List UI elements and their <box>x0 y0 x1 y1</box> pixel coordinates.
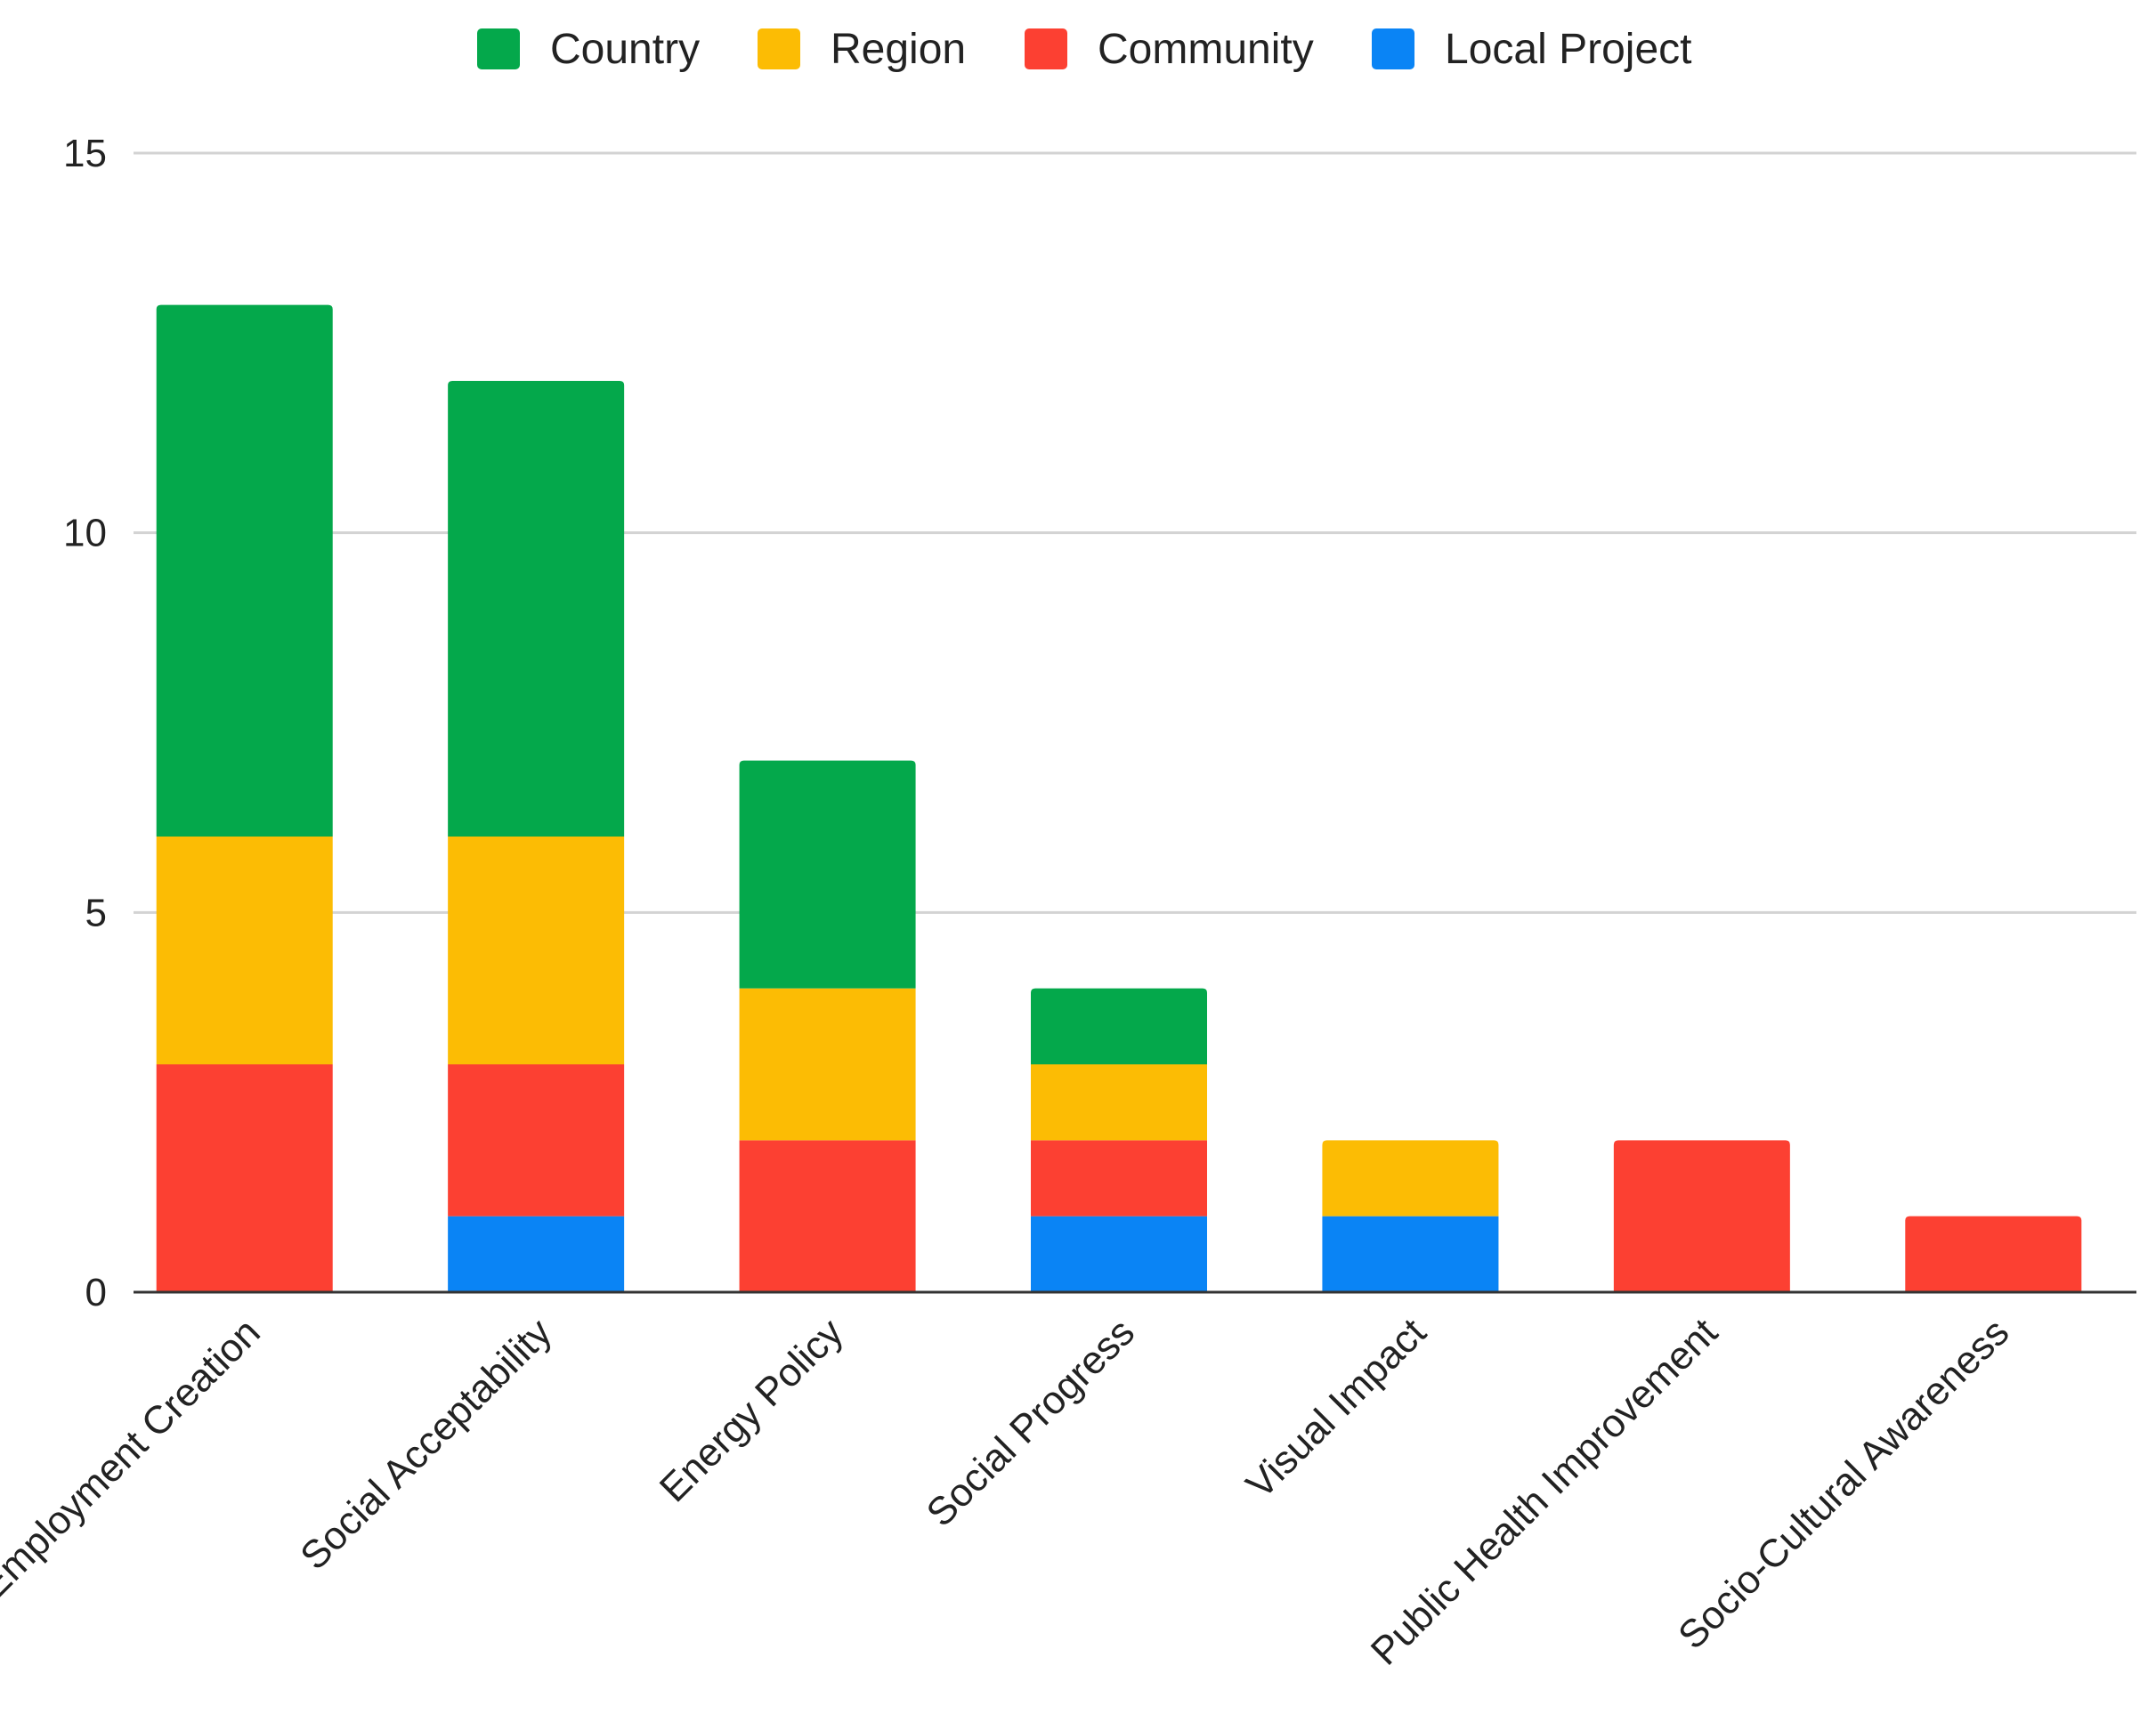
bar-social-acceptability-country <box>448 381 625 837</box>
bar-social-acceptability-local-project <box>448 1216 625 1292</box>
legend-label-country: Country <box>550 26 700 73</box>
bar-energy-policy-region <box>739 988 916 1141</box>
legend-swatch-community <box>1025 28 1067 69</box>
bar-visual-impact-local-project <box>1322 1216 1499 1292</box>
bar-public-health-improvement-community <box>1613 1140 1790 1292</box>
y-axis: 0 5 10 15 <box>63 132 107 1314</box>
bar-employment-creation-community <box>156 1064 333 1292</box>
x-tick-label: Visual Impact <box>1238 1310 1435 1507</box>
bar-social-acceptability-community <box>448 1064 625 1217</box>
legend-label-local-project: Local Project <box>1445 26 1691 73</box>
x-axis: Employment Creation Social Acceptability E… <box>0 1310 2017 1673</box>
x-tick-label: Social Progress <box>919 1310 1144 1535</box>
legend-label-region: Region <box>831 26 966 73</box>
bar-energy-policy-country <box>739 760 916 989</box>
bar-employment-creation-region <box>156 837 333 1064</box>
gridlines <box>134 151 2136 914</box>
x-tick-label: Energy Policy <box>652 1310 852 1510</box>
legend: Country Region Community Local Project <box>477 26 1691 73</box>
x-tick-label: Socio-Cultural Awareness <box>1670 1310 2017 1657</box>
bar-social-acceptability-region <box>448 837 625 1064</box>
x-tick-label: Employment Creation <box>0 1310 269 1607</box>
x-tick-label: Public Health Improvement <box>1363 1310 1726 1673</box>
legend-swatch-region <box>758 28 800 69</box>
bars <box>156 304 2082 1292</box>
bar-social-progress-country <box>1031 988 1207 1064</box>
x-tick-label: Social Acceptability <box>292 1310 560 1578</box>
bar-socio-cultural-awareness-community <box>1905 1216 2082 1292</box>
legend-swatch-country <box>477 28 520 69</box>
y-tick-label: 10 <box>63 512 107 555</box>
y-tick-label: 5 <box>85 891 107 934</box>
bar-employment-creation-country <box>156 304 333 837</box>
bar-social-progress-region <box>1031 1064 1207 1141</box>
legend-label-community: Community <box>1098 26 1314 73</box>
y-tick-label: 15 <box>63 132 107 175</box>
bar-energy-policy-community <box>739 1140 916 1292</box>
bar-visual-impact-region <box>1322 1140 1499 1217</box>
y-tick-label: 0 <box>85 1271 107 1314</box>
legend-swatch-local-project <box>1372 28 1414 69</box>
bar-social-progress-community <box>1031 1140 1207 1217</box>
bar-social-progress-local-project <box>1031 1216 1207 1292</box>
